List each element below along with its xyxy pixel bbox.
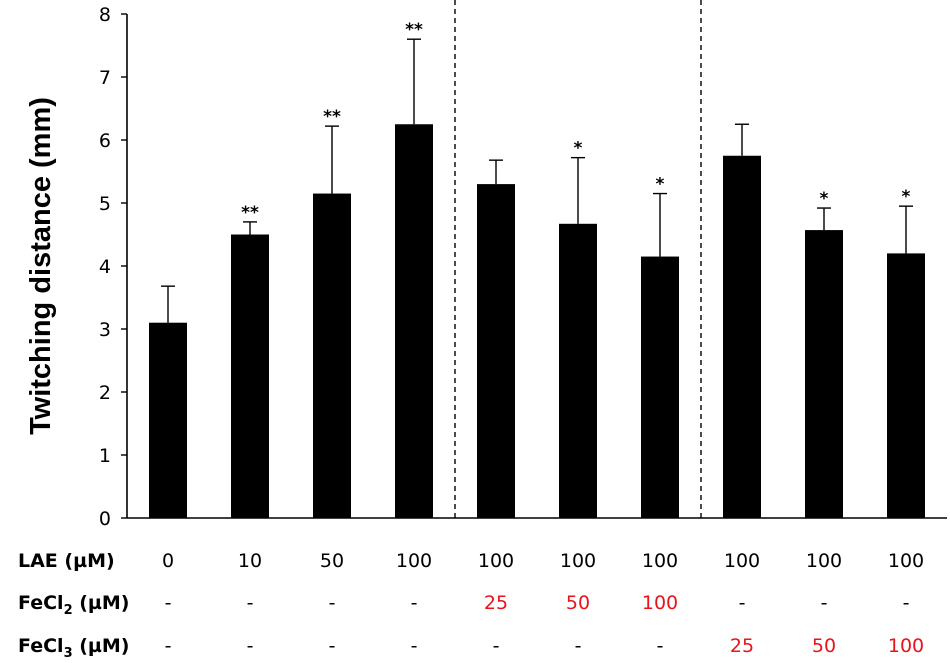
bar	[559, 223, 597, 519]
table-cell: -	[411, 635, 418, 657]
table-cell: 100	[642, 550, 678, 572]
table-cell: -	[739, 592, 746, 614]
y-tick-label: 0	[99, 508, 111, 530]
table-cell: 25	[730, 635, 754, 657]
significance-marker: **	[405, 20, 423, 40]
bar	[887, 253, 925, 518]
table-cell: -	[329, 592, 336, 614]
table-cell: 100	[478, 550, 514, 572]
table-cell: 50	[320, 550, 344, 572]
table-cell: 10	[238, 550, 262, 572]
table-cell: 100	[724, 550, 760, 572]
table-cell: -	[165, 635, 172, 657]
table-cell: -	[411, 592, 418, 614]
significance-markers: ********* *	[241, 20, 910, 223]
row-label: FeCl3 (µM)	[18, 635, 129, 661]
bar	[723, 155, 761, 518]
row-label: LAE (µM)	[18, 550, 115, 572]
table-cell: 50	[812, 635, 836, 657]
significance-marker: *	[902, 187, 911, 207]
table-cell: -	[165, 592, 172, 614]
bar	[395, 124, 433, 518]
bar	[477, 184, 515, 518]
table-cell: -	[657, 635, 664, 657]
table-cell: 100	[396, 550, 432, 572]
table-cell: 100	[806, 550, 842, 572]
bar	[231, 234, 269, 518]
table-cell: -	[247, 635, 254, 657]
y-tick-label: 6	[99, 130, 111, 152]
y-axis-label: Twitching distance (mm)	[25, 97, 57, 435]
bar	[805, 230, 843, 518]
bar	[641, 256, 679, 518]
table-cell: 50	[566, 592, 590, 614]
y-tick-label: 2	[99, 382, 111, 404]
y-tick-label: 3	[99, 319, 111, 341]
error-bars	[161, 38, 913, 323]
table-cell: 100	[642, 592, 678, 614]
table-cell: 100	[888, 635, 924, 657]
y-tick-label: 8	[99, 4, 111, 26]
bar	[313, 193, 351, 519]
table-cell: -	[247, 592, 254, 614]
table-cell: 25	[484, 592, 508, 614]
table-cell: -	[903, 592, 910, 614]
table-cell: 0	[162, 550, 174, 572]
significance-marker: **	[323, 107, 341, 127]
bar	[149, 322, 187, 518]
table-cell: 100	[888, 550, 924, 572]
treatment-table: LAE (µM) 0 10 50 100 100 100 100 100 100 100 FeCl2 …	[18, 550, 924, 661]
y-tick-label: 1	[99, 445, 111, 467]
significance-marker: *	[820, 189, 829, 209]
y-tick-label: 5	[99, 193, 111, 215]
significance-marker: *	[574, 139, 583, 159]
table-cell: -	[821, 592, 828, 614]
table-cell: 100	[560, 550, 596, 572]
table-cell: -	[493, 635, 500, 657]
table-cell: -	[329, 635, 336, 657]
bars	[149, 124, 925, 519]
row-label: FeCl2 (µM)	[18, 592, 129, 618]
table-cell: -	[575, 635, 582, 657]
significance-marker: *	[656, 175, 665, 195]
y-tick-label: 7	[99, 67, 111, 89]
y-tick-label: 4	[99, 256, 111, 278]
significance-marker: **	[241, 203, 259, 223]
y-axis: 0 1 2 3 4 5 6 7 8	[99, 4, 128, 530]
